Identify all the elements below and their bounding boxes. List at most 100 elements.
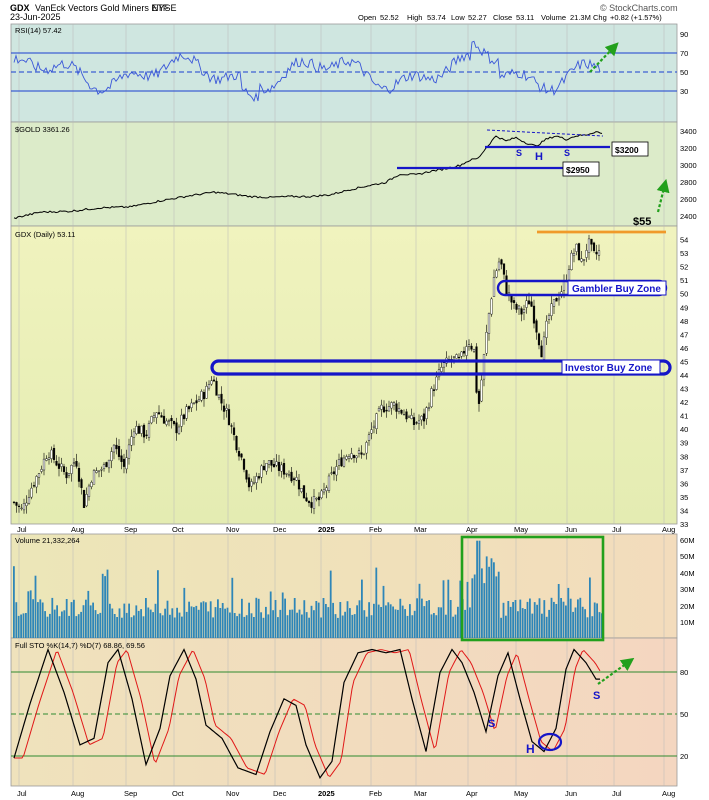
candle-body xyxy=(265,463,268,472)
volume-bar xyxy=(75,616,78,638)
candle-body xyxy=(317,496,321,501)
candle-body xyxy=(100,469,103,471)
volume-bar xyxy=(478,540,481,638)
volume-bar xyxy=(125,612,128,638)
volume-bar xyxy=(305,612,308,638)
candle-body xyxy=(105,462,108,467)
volume-bar xyxy=(308,617,310,638)
candle-body xyxy=(47,457,51,460)
volume-bar xyxy=(272,610,274,638)
candle-body xyxy=(537,333,541,346)
high-label: High xyxy=(407,13,422,22)
volume-bar xyxy=(104,576,106,638)
volume-bar xyxy=(257,598,260,638)
gold-tick-2800: 2800 xyxy=(680,178,697,187)
candle-body xyxy=(137,425,141,434)
candle-body xyxy=(140,425,143,434)
volume-bar xyxy=(495,576,498,638)
sto-panel xyxy=(10,637,678,787)
candle-body xyxy=(130,436,133,446)
candle-body xyxy=(250,481,253,487)
volume-bar xyxy=(418,583,421,638)
volume-bar xyxy=(202,601,205,638)
price-tick: 51 xyxy=(680,276,688,285)
candle-body xyxy=(427,407,431,409)
candle-body xyxy=(257,476,261,479)
price-tick: 41 xyxy=(680,412,688,421)
price-tick: 50 xyxy=(680,290,688,299)
volume-bar xyxy=(430,614,433,638)
candle-body xyxy=(255,476,258,483)
volume-bar xyxy=(253,617,255,638)
volume-bar xyxy=(517,611,519,638)
volume-bar xyxy=(538,598,541,638)
candle-body xyxy=(30,487,33,498)
candle-body xyxy=(210,380,213,385)
candle-body xyxy=(310,502,313,508)
candle-body xyxy=(92,470,96,485)
volume-bar xyxy=(493,562,495,638)
candle-body xyxy=(82,490,86,508)
volume-bar xyxy=(586,617,589,638)
volume-bar xyxy=(183,587,186,638)
volume-bar xyxy=(440,607,442,638)
candle-body xyxy=(122,458,126,467)
volume-bar xyxy=(97,614,99,638)
candle-body xyxy=(217,394,221,398)
price-tick: 33 xyxy=(680,520,688,529)
candle-body xyxy=(497,261,501,271)
candle-body xyxy=(460,351,463,357)
candle-body xyxy=(570,252,573,271)
volume-bar xyxy=(121,617,123,638)
candle-body xyxy=(22,503,26,511)
candle-body xyxy=(315,498,318,500)
candle-body xyxy=(62,466,66,473)
vol-tick-20m: 20M xyxy=(680,602,695,611)
volume-bar xyxy=(260,612,262,638)
volume-bar xyxy=(209,601,212,638)
volume-bar xyxy=(557,584,560,638)
gold-tick-2400: 2400 xyxy=(680,212,697,221)
volume-bar xyxy=(109,603,111,638)
candle-body xyxy=(145,434,148,436)
low-label: Low xyxy=(451,13,465,22)
rsi-y-axis: 90 70 50 30 xyxy=(680,30,688,96)
candle-body xyxy=(87,485,91,498)
candle-body xyxy=(470,345,473,350)
volume-bar xyxy=(469,607,471,638)
low-value: 52.27 xyxy=(468,13,487,22)
volume-bar xyxy=(550,597,553,638)
candle-body xyxy=(112,444,116,453)
volume-bar xyxy=(375,567,378,638)
volume-bar xyxy=(373,603,375,638)
candle-body xyxy=(67,473,71,476)
volume-bar xyxy=(37,602,39,638)
candle-body xyxy=(522,309,526,313)
candle-body xyxy=(475,346,478,393)
volume-bar xyxy=(370,615,373,638)
candle-body xyxy=(287,474,291,476)
volume-bar xyxy=(457,606,459,638)
xb-tick-2025: 2025 xyxy=(318,789,335,798)
investor-label: Investor Buy Zone xyxy=(565,363,653,374)
candle-body xyxy=(387,406,391,412)
candle-body xyxy=(307,500,311,503)
volume-bar xyxy=(541,613,543,638)
x-tick-jun: Jun xyxy=(565,525,577,534)
candle-body xyxy=(172,421,176,425)
sto-tick-20: 20 xyxy=(680,752,688,761)
volume-bar xyxy=(382,585,385,638)
candle-body xyxy=(402,414,406,416)
gold-2950-text: $2950 xyxy=(566,165,590,175)
volume-bar xyxy=(512,602,514,638)
vol-tick-40m: 40M xyxy=(680,569,695,578)
gold-s-right: S xyxy=(564,148,570,158)
candle-body xyxy=(407,416,411,418)
volume-panel-label: Volume 21,332,264 xyxy=(15,536,80,545)
candle-body xyxy=(75,461,78,467)
candle-body xyxy=(212,379,216,382)
candle-body xyxy=(237,451,241,457)
x-tick-nov: Nov xyxy=(226,525,240,534)
volume-bar xyxy=(39,599,42,638)
volume-bar xyxy=(149,609,152,638)
